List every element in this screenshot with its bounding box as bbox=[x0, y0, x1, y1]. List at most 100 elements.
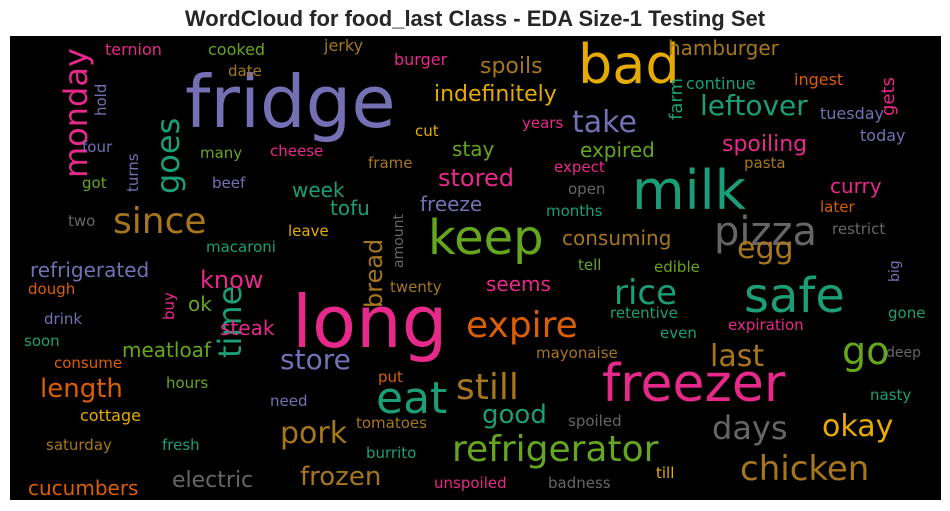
word-pork: pork bbox=[280, 416, 348, 451]
word-expired: expired bbox=[580, 138, 655, 162]
word-big: big bbox=[887, 260, 903, 282]
word-eat: eat bbox=[376, 373, 448, 424]
word-still: still bbox=[456, 367, 519, 408]
word-retentive: retentive bbox=[610, 304, 678, 322]
word-soon: soon bbox=[24, 332, 60, 350]
word-expiration: expiration bbox=[728, 316, 804, 334]
word-egg: egg bbox=[737, 231, 794, 266]
word-two: two bbox=[68, 212, 96, 230]
word-burger: burger bbox=[394, 50, 448, 69]
word-freeze: freeze bbox=[420, 192, 483, 216]
word-freezer: freezer bbox=[602, 354, 786, 414]
word-stay: stay bbox=[452, 137, 495, 161]
word-monday: monday bbox=[57, 48, 95, 178]
word-frozen: frozen bbox=[300, 462, 382, 492]
word-go: go bbox=[842, 329, 890, 373]
word-leftover: leftover bbox=[700, 89, 808, 122]
word-date: date bbox=[228, 62, 262, 80]
word-buy: buy bbox=[160, 292, 178, 320]
word-unspoiled: unspoiled bbox=[434, 474, 507, 492]
word-pasta: pasta bbox=[744, 154, 786, 172]
word-even: even bbox=[660, 324, 697, 342]
word-cottage: cottage bbox=[80, 406, 141, 425]
word-amount: amount bbox=[391, 213, 407, 268]
word-cucumbers: cucumbers bbox=[28, 476, 139, 500]
word-long: long bbox=[292, 280, 448, 364]
word-good: good bbox=[482, 400, 547, 430]
word-cloud-canvas: fridge long milk bad freezer keep safe p… bbox=[10, 36, 941, 500]
word-tomatoes: tomatoes bbox=[356, 414, 427, 432]
word-store: store bbox=[280, 343, 351, 376]
word-know: know bbox=[200, 266, 264, 294]
word-spoiling: spoiling bbox=[722, 132, 808, 157]
word-meatloaf: meatloaf bbox=[122, 338, 211, 362]
word-indefinitely: indefinitely bbox=[434, 82, 557, 107]
word-keep: keep bbox=[428, 210, 544, 266]
figure-title: WordCloud for food_last Class - EDA Size… bbox=[184, 6, 766, 31]
word-hamburger: hamburger bbox=[668, 36, 779, 60]
word-ternion: ternion bbox=[105, 40, 162, 59]
word-take: take bbox=[572, 105, 637, 140]
word-nasty: nasty bbox=[870, 386, 912, 404]
word-burrito: burrito bbox=[366, 444, 417, 462]
word-expect: expect bbox=[554, 158, 605, 176]
word-need: need bbox=[270, 392, 308, 410]
word-later: later bbox=[820, 198, 855, 216]
word-beef: beef bbox=[212, 174, 246, 192]
word-chicken: chicken bbox=[740, 449, 870, 489]
word-milk: milk bbox=[632, 159, 746, 222]
word-edible: edible bbox=[654, 258, 700, 276]
word-expire: expire bbox=[466, 305, 578, 346]
word-got: got bbox=[82, 174, 107, 192]
word-days: days bbox=[712, 409, 788, 447]
word-today: today bbox=[860, 126, 906, 145]
word-since: since bbox=[113, 201, 207, 242]
word-consuming: consuming bbox=[562, 226, 672, 250]
word-twenty: twenty bbox=[390, 278, 442, 296]
word-safe: safe bbox=[744, 268, 845, 324]
word-saturday: saturday bbox=[46, 436, 112, 454]
word-spoils: spoils bbox=[480, 54, 543, 79]
word-till: till bbox=[656, 464, 675, 482]
word-bread: bread bbox=[360, 238, 388, 308]
word-tell: tell bbox=[578, 256, 602, 274]
word-refrigerator: refrigerator bbox=[452, 429, 659, 470]
word-put: put bbox=[378, 368, 403, 386]
word-goes: goes bbox=[149, 117, 187, 194]
word-pizza: pizza bbox=[714, 209, 818, 255]
word-length: length bbox=[40, 374, 123, 404]
word-turns: turns bbox=[124, 153, 142, 192]
word-leave: leave bbox=[288, 222, 329, 240]
word-years: years bbox=[522, 114, 564, 132]
word-open: open bbox=[568, 180, 606, 198]
word-rice: rice bbox=[614, 273, 678, 313]
word-okay: okay bbox=[822, 409, 894, 444]
word-week: week bbox=[292, 178, 345, 202]
word-curry: curry bbox=[830, 174, 882, 198]
word-electric: electric bbox=[172, 468, 254, 493]
word-restrict: restrict bbox=[832, 220, 886, 238]
word-steak: steak bbox=[220, 316, 275, 340]
word-mayonaise: mayonaise bbox=[536, 344, 618, 362]
word-bad: bad bbox=[578, 36, 680, 96]
word-four: four bbox=[82, 138, 113, 156]
word-gone: gone bbox=[888, 304, 926, 322]
word-stored: stored bbox=[438, 164, 514, 192]
word-tuesday: tuesday bbox=[820, 104, 885, 123]
word-last: last bbox=[710, 339, 765, 374]
word-deep: deep bbox=[886, 345, 921, 361]
word-continue: continue bbox=[686, 74, 756, 93]
word-hold: hold bbox=[92, 83, 110, 116]
word-dough: dough bbox=[28, 280, 76, 298]
word-macaroni: macaroni bbox=[206, 238, 276, 256]
word-fridge: fridge bbox=[185, 60, 396, 144]
word-cut: cut bbox=[415, 122, 439, 140]
word-ingest: ingest bbox=[794, 70, 844, 89]
word-ok: ok bbox=[188, 292, 212, 316]
word-badness: badness bbox=[548, 474, 611, 492]
word-consume: consume bbox=[54, 354, 123, 372]
word-refrigerated: refrigerated bbox=[30, 258, 150, 282]
word-seems: seems bbox=[486, 272, 551, 296]
word-cooked: cooked bbox=[208, 40, 266, 59]
word-farm: farm bbox=[666, 78, 687, 120]
